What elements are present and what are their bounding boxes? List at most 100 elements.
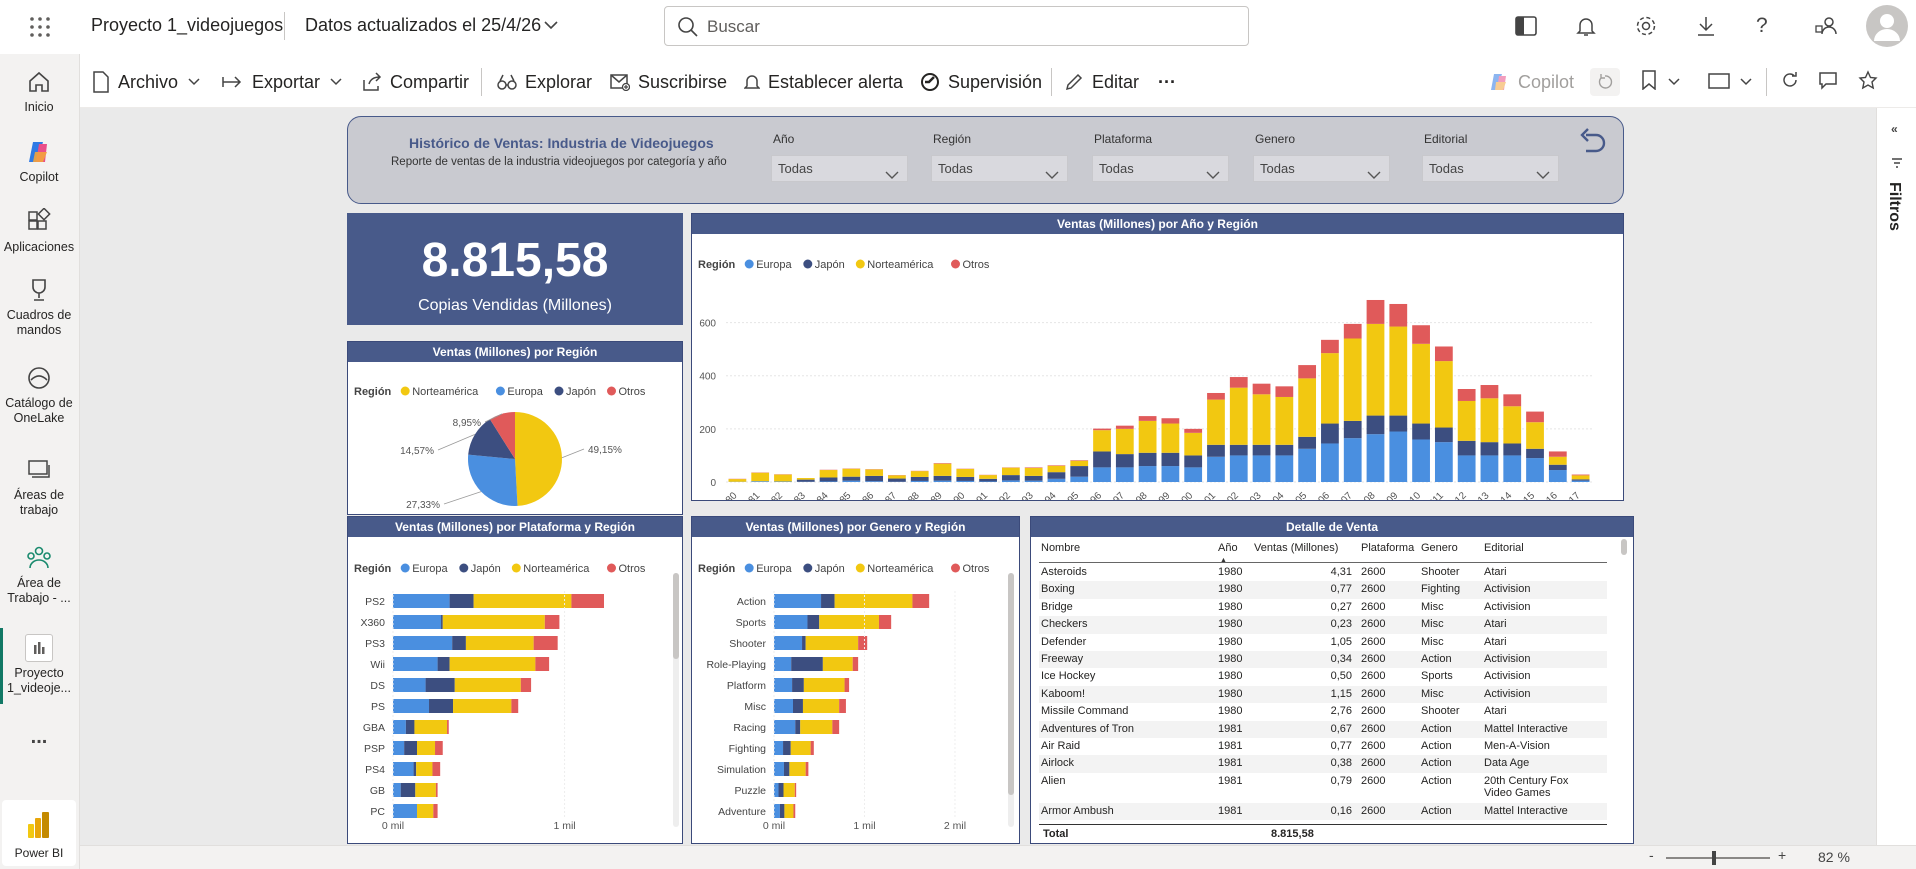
download-icon[interactable] [1694, 14, 1718, 38]
bar-segment [1207, 392, 1225, 400]
supervision-button[interactable]: Supervisión [920, 68, 1042, 96]
platform-region-chart[interactable]: Ventas (Millones) por Plataforma y Regió… [347, 516, 683, 844]
collapse-icon[interactable]: « [1891, 122, 1898, 136]
rail-item-powerbi[interactable]: Power BI [2, 800, 76, 866]
search-input[interactable]: Buscar [707, 17, 760, 36]
scrollbar-track[interactable] [673, 573, 679, 827]
more-actions-button[interactable]: ··· [1158, 71, 1176, 92]
avatar[interactable] [1866, 5, 1908, 47]
rail-item-areas[interactable]: Áreas de trabajo [0, 456, 78, 518]
column-header[interactable]: Editorial [1484, 542, 1524, 554]
table-row[interactable]: Freeway 1980 0,34 2600 Action Activision [1039, 651, 1607, 669]
table-cell: Sports [1421, 670, 1453, 683]
bell-icon[interactable] [1574, 14, 1598, 38]
share-people-icon[interactable] [1814, 14, 1838, 38]
table-cell: 1981 [1218, 774, 1243, 787]
reset-button[interactable] [1590, 68, 1620, 96]
slicer-label: Plataforma [1094, 132, 1153, 146]
zoom-out-button[interactable]: - [1649, 847, 1654, 863]
column-header[interactable]: Plataforma [1361, 542, 1415, 554]
explorar-button[interactable]: Explorar [497, 68, 592, 96]
comment-icon[interactable] [1818, 70, 1838, 90]
chevron-down-icon[interactable] [1668, 78, 1680, 86]
rail-item-cuadros[interactable]: Cuadros de mandos [0, 276, 78, 338]
back-arrow-icon[interactable] [1578, 127, 1608, 159]
table-row[interactable]: Defender 1980 1,05 2600 Misc Atari [1039, 634, 1607, 651]
table-row[interactable]: Asteroids 1980 4,31 2600 Shooter Atari [1039, 564, 1607, 581]
column-header[interactable]: Ventas (Millones) [1254, 542, 1339, 554]
zoom-slider[interactable] [1666, 857, 1770, 859]
rail-item-copilot[interactable]: Copilot [0, 138, 78, 185]
bar-segment [1571, 480, 1590, 482]
scrollbar-thumb[interactable] [673, 573, 679, 659]
exportar-button[interactable]: Exportar [222, 68, 350, 96]
table-row[interactable]: Kaboom! 1980 1,15 2600 Misc Activision [1039, 685, 1607, 704]
table-row[interactable]: Adventures of Tron 1981 0,67 2600 Action Matt… [1039, 720, 1607, 738]
rail-item-proyecto[interactable]: Proyecto 1_videoje... [0, 634, 78, 696]
table-row[interactable]: Missile Command 1980 2,76 2600 Shooter Atari [1039, 703, 1607, 720]
compartir-button[interactable]: Compartir [362, 68, 469, 96]
table-row[interactable]: Boxing 1980 0,77 2600 Fighting Activision [1039, 581, 1607, 599]
zoom-in-button[interactable]: + [1778, 847, 1787, 863]
column-header[interactable]: Nombre [1041, 542, 1081, 554]
establecer-alerta-button[interactable]: Establecer alerta [744, 68, 903, 96]
table-row[interactable]: Airlock 1981 0,38 2600 Action Data Age [1039, 755, 1607, 773]
rail-item-workspace[interactable]: Área de Trabajo - ... [0, 544, 78, 606]
chevron-down-icon[interactable] [544, 20, 558, 30]
chevron-down-icon[interactable] [1740, 78, 1752, 86]
table-row[interactable]: Ice Hockey 1980 0,50 2600 Sports Activision [1039, 668, 1607, 685]
app-launcher-icon[interactable] [28, 15, 52, 39]
archivo-button[interactable]: Archivo [92, 68, 208, 96]
region-pie-chart[interactable]: Ventas (Millones) por Región Región Norte… [347, 341, 683, 515]
bookmark-icon[interactable] [1642, 70, 1656, 90]
gear-icon[interactable] [1634, 14, 1658, 38]
x-tick-label: 1985 [830, 490, 854, 500]
zoom-level[interactable]: 82 % [1818, 849, 1850, 865]
bar-segment [393, 657, 438, 671]
rail-more[interactable]: ... [30, 726, 48, 748]
table-row[interactable]: Armor Ambush 1981 0,16 2600 Action Mattel Int… [1039, 802, 1607, 821]
scrollbar-thumb[interactable] [1621, 539, 1627, 555]
zoom-slider-thumb[interactable] [1712, 851, 1716, 865]
panel-toggle-icon[interactable] [1514, 14, 1538, 38]
bar-segment [865, 475, 884, 482]
bar-segment [1366, 415, 1385, 435]
table-row[interactable]: Alien 1981 0,79 2600 Action 20th Century Fox … [1039, 773, 1607, 803]
report-name[interactable]: Proyecto 1_videojuegos [91, 15, 284, 35]
view-icon[interactable] [1708, 73, 1730, 89]
slicer-dropdown-año[interactable]: Todas [771, 155, 908, 182]
year-region-chart[interactable]: Ventas (Millones) por Año y Región Regió… [691, 213, 1624, 501]
star-icon[interactable] [1858, 70, 1878, 90]
status-bar: - + 82 % [80, 845, 1916, 869]
table-cell: 1,05 [1330, 635, 1352, 648]
suscribirse-button[interactable]: Suscribirse [610, 68, 727, 96]
bar-segment [888, 478, 906, 482]
copilot-button[interactable]: Copilot [1488, 68, 1574, 96]
search-box[interactable]: Buscar [664, 6, 1249, 46]
table-row[interactable]: Checkers 1980 0,23 2600 Misc Atari [1039, 616, 1607, 634]
slicer-dropdown-editorial[interactable]: Todas [1422, 155, 1559, 182]
rail-item-aplicaciones[interactable]: Aplicaciones [0, 207, 78, 255]
column-header[interactable]: Año [1218, 542, 1238, 554]
bar-segment [429, 699, 454, 713]
table-row[interactable]: Air Raid 1981 0,77 2600 Action Men-A-Vision [1039, 738, 1607, 755]
editar-button[interactable]: Editar [1064, 68, 1139, 96]
detail-table[interactable]: Detalle de Venta Nombre Año Ventas (Millon… [1030, 516, 1634, 844]
help-icon[interactable]: ? [1756, 14, 1768, 37]
legend-dot [855, 259, 865, 269]
scrollbar-track[interactable] [1008, 573, 1014, 827]
table-row[interactable]: Bridge 1980 0,27 2600 Misc Activision [1039, 599, 1607, 616]
column-header[interactable]: Genero [1421, 542, 1458, 554]
filters-pane[interactable]: « Filtros [1876, 108, 1916, 845]
scrollbar-thumb[interactable] [1008, 573, 1014, 795]
rail-item-onelake[interactable]: Catálogo de OneLake [0, 364, 78, 426]
slicer-dropdown-plataforma[interactable]: Todas [1092, 155, 1229, 182]
data-updated-label[interactable]: Datos actualizados el 25/4/26 [305, 15, 542, 35]
slicer-dropdown-región[interactable]: Todas [931, 155, 1068, 182]
refresh-icon[interactable] [1780, 70, 1800, 90]
sort-ascending-icon[interactable]: ▲ [1220, 557, 1227, 564]
genre-region-chart[interactable]: Ventas (Millones) por Genero y Región Re… [691, 516, 1020, 844]
rail-item-inicio[interactable]: Inicio [0, 68, 78, 115]
legend-item: Europa [756, 259, 792, 271]
slicer-dropdown-genero[interactable]: Todas [1253, 155, 1390, 182]
